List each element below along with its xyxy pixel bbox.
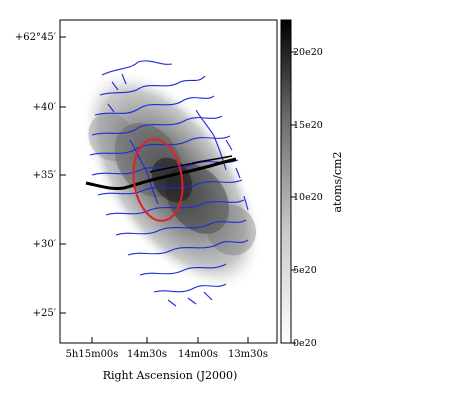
colorbar	[280, 19, 292, 344]
ra-axis	[91, 337, 249, 343]
colorbar-tick-label: 5e20	[293, 265, 317, 276]
ra-axis-title: Right Ascension (J2000)	[103, 369, 238, 382]
dec-tick-label: +25′	[33, 308, 57, 319]
ra-tick-label: 14m00s	[178, 349, 218, 360]
velocity-contours	[89, 60, 249, 307]
colorbar-unit-label: atoms/cm2	[331, 152, 344, 213]
dec-tick-label: +62°45′	[15, 32, 57, 43]
inner-region-ellipse	[132, 138, 184, 222]
ra-tick-label: 13m30s	[228, 349, 268, 360]
colorbar-tick-label: 0e20	[293, 338, 317, 349]
dec-tick-label: +40′	[33, 102, 57, 113]
major-axis-line	[85, 157, 237, 190]
galaxy-image	[81, 60, 263, 307]
ra-tick-label: 5h15m00s	[66, 349, 119, 360]
dec-axis	[60, 36, 66, 314]
ra-tick-label: 14m30s	[127, 349, 167, 360]
colorbar-tick-label: 10e20	[293, 192, 323, 203]
dec-tick-label: +30′	[33, 239, 57, 250]
colorbar-ticks	[291, 51, 296, 344]
dec-tick-label: +35′	[33, 170, 57, 181]
colorbar-tick-label: 20e20	[293, 47, 323, 58]
major-axis-line-upper	[149, 155, 233, 173]
colorbar-tick-label: 15e20	[293, 120, 323, 131]
